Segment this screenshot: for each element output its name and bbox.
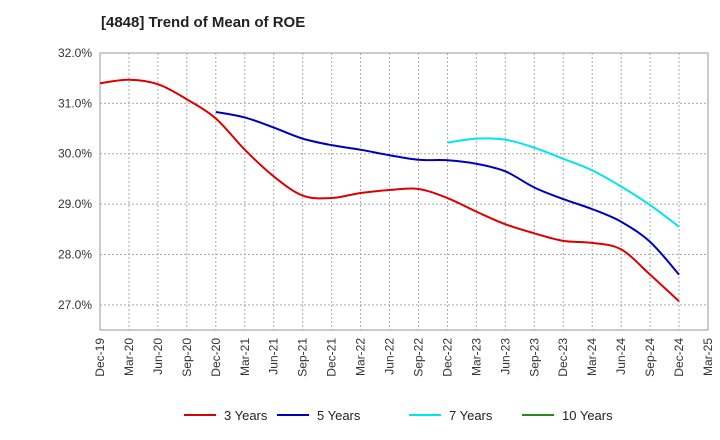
series-line-5-years [215, 110, 680, 276]
legend: 3 Years 5 Years 7 Years 10 Years [184, 408, 613, 423]
x-tick-label: Sep-23 [527, 338, 541, 377]
x-tick-label: Jun-23 [498, 338, 512, 375]
x-tick-label: Mar-20 [122, 338, 136, 376]
x-tick-label: Jun-20 [151, 338, 165, 375]
x-tick-label: Mar-24 [585, 338, 599, 376]
x-tick-label: Mar-25 [701, 338, 715, 376]
legend-label-10-years: 10 Years [562, 408, 613, 423]
y-tick-label: 28.0% [58, 247, 92, 261]
legend-label-3-years: 3 Years [224, 408, 268, 423]
plot-frame [99, 52, 709, 331]
y-tick-label: 32.0% [58, 46, 92, 60]
x-tick-label: Sep-22 [411, 338, 425, 377]
y-tick-label: 30.0% [58, 147, 92, 161]
x-axis: Dec-19 Mar-20 Jun-20 Sep-20 Dec-20 Mar-21 Jun-… [93, 338, 715, 377]
x-tick-label: Dec-21 [325, 338, 339, 377]
series-line-7-years [447, 137, 680, 228]
x-tick-label: Sep-20 [180, 338, 194, 377]
grid-layer [99, 52, 709, 330]
y-tick-label: 31.0% [58, 96, 92, 110]
y-axis: 27.0% 28.0% 29.0% 30.0% 31.0% 32.0% [58, 46, 92, 312]
series-line-3-years [99, 78, 680, 303]
legend-label-5-years: 5 Years [317, 408, 361, 423]
legend-label-7-years: 7 Years [449, 408, 493, 423]
y-tick-label: 29.0% [58, 197, 92, 211]
x-tick-label: Dec-22 [440, 338, 454, 377]
x-tick-label: Jun-22 [383, 338, 397, 375]
series-layer [99, 78, 680, 303]
y-tick-label: 27.0% [58, 298, 92, 312]
x-tick-label: Sep-24 [643, 338, 657, 377]
x-tick-label: Dec-20 [209, 338, 223, 377]
x-tick-label: Dec-23 [556, 338, 570, 377]
x-tick-label: Dec-19 [93, 338, 107, 377]
x-tick-label: Sep-21 [296, 338, 310, 377]
x-tick-label: Mar-22 [354, 338, 368, 376]
x-tick-label: Mar-21 [238, 338, 252, 376]
x-tick-label: Jun-24 [614, 338, 628, 375]
x-tick-label: Mar-23 [469, 338, 483, 376]
chart-title: [4848] Trend of Mean of ROE [101, 14, 306, 31]
x-tick-label: Jun-21 [267, 338, 281, 375]
x-tick-label: Dec-24 [672, 338, 686, 377]
